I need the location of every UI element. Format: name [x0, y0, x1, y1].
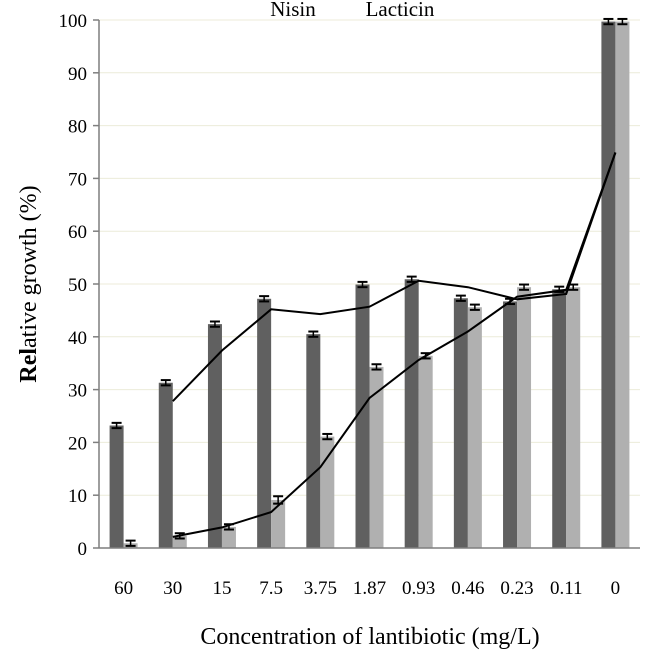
y-tick-label-50: 50: [68, 275, 87, 296]
legend: Nisin Lacticin: [270, 0, 435, 21]
legend-item-lacticin: Lacticin: [366, 0, 435, 21]
y-tick-label-60: 60: [68, 222, 87, 243]
x-tick-label-0.93: 0.93: [402, 578, 435, 599]
y-tick-label-0: 0: [78, 539, 88, 560]
bar-lacticin-7.5: [271, 499, 286, 548]
bar-nisin-0.23: [503, 301, 518, 548]
x-tick-label-1.87: 1.87: [353, 578, 386, 599]
error-bar-nisin-60: [111, 421, 122, 430]
y-tick-label-70: 70: [68, 169, 87, 190]
error-bar-lacticin-0.23: [519, 283, 530, 291]
bar-lacticin-3.75: [320, 436, 335, 548]
y-tick-label-100: 100: [59, 11, 88, 32]
bar-nisin-3.75: [306, 334, 321, 548]
error-bar-lacticin-0: [617, 17, 628, 26]
trendline-lacticin: [172, 152, 617, 538]
bar-nisin-0.46: [453, 298, 468, 548]
bar-lacticin-0.23: [517, 287, 532, 548]
y-tick-labels: 0 10 20 30 40 50 60 70 80 90 100: [59, 11, 88, 560]
y-axis-title-bold: Rel: [16, 348, 42, 383]
error-bar-nisin-3.75: [308, 330, 319, 338]
bar-lacticin-1.87: [369, 366, 384, 548]
error-bar-nisin-7.5: [259, 295, 270, 303]
x-tick-label-15: 15: [212, 578, 231, 599]
y-axis-title-rest: ative growth (%): [16, 185, 42, 348]
x-tick-label-30: 30: [163, 578, 182, 599]
bar-lacticin-0.46: [467, 307, 482, 548]
bar-nisin-0.93: [404, 279, 419, 548]
bar-lacticin-0: [615, 21, 630, 549]
y-tick-label-20: 20: [68, 433, 87, 454]
bar-nisin-0: [601, 21, 616, 549]
x-tick-label-60: 60: [114, 578, 133, 599]
y-axis-title: Relative growth (%): [16, 185, 42, 382]
x-tick-label-3.75: 3.75: [304, 578, 337, 599]
bars: [109, 21, 630, 549]
x-tick-label-0: 0: [611, 578, 621, 599]
y-tick-label-80: 80: [68, 117, 87, 138]
error-bar-nisin-30: [160, 379, 171, 387]
y-tick-label-30: 30: [68, 381, 87, 402]
bar-lacticin-15: [221, 526, 236, 548]
bar-nisin-0.11: [552, 289, 567, 548]
error-bar-lacticin-60: [125, 539, 136, 547]
error-bar-lacticin-1.87: [371, 363, 382, 371]
bar-nisin-15: [207, 324, 222, 548]
bar-lacticin-0.93: [418, 355, 433, 548]
error-bar-nisin-1.87: [357, 280, 368, 289]
error-bar-nisin-0.46: [455, 294, 466, 302]
x-axis-title: Concentration of lantibiotic (mg/L): [200, 624, 539, 650]
error-bars: [111, 17, 628, 547]
error-bar-nisin-15: [209, 320, 220, 328]
error-bar-nisin-0: [603, 17, 614, 26]
trendlines: [172, 152, 617, 538]
trendline-nisin: [172, 152, 617, 402]
x-tick-label-0.23: 0.23: [500, 578, 533, 599]
x-tick-label-7.5: 7.5: [259, 578, 283, 599]
bar-nisin-60: [109, 425, 124, 548]
grid-lines: [99, 19, 640, 496]
y-tick-label-40: 40: [68, 328, 87, 349]
bar-nisin-30: [158, 382, 173, 548]
y-tick-label-10: 10: [68, 486, 87, 507]
bar-nisin-7.5: [257, 298, 272, 548]
legend-item-nisin: Nisin: [270, 0, 316, 21]
bar-lacticin-0.11: [566, 287, 581, 548]
bar-nisin-1.87: [355, 284, 370, 548]
y-tick-label-90: 90: [68, 64, 87, 85]
error-bar-lacticin-3.75: [322, 432, 333, 441]
axes: [93, 19, 640, 549]
error-bar-lacticin-0.46: [469, 303, 480, 311]
x-tick-label-0.11: 0.11: [550, 578, 583, 599]
x-tick-label-0.46: 0.46: [451, 578, 484, 599]
x-tick-labels: 60 30 15 7.5 3.75 1.87 0.93 0.46 0.23 0.11 0: [114, 578, 620, 599]
